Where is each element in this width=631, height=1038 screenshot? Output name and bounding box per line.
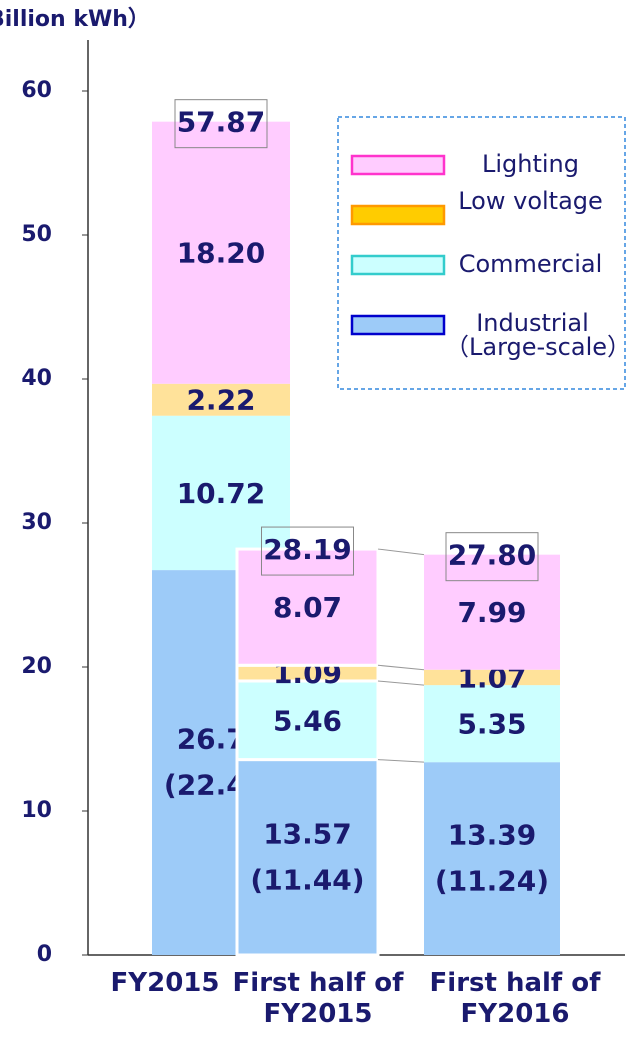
bar-segment <box>424 685 560 763</box>
value-label: 5.35 <box>457 708 526 741</box>
value-label: 18.20 <box>177 237 266 270</box>
bar-segment <box>424 669 560 686</box>
total-label: 57.87 <box>177 106 266 139</box>
connector <box>377 548 425 556</box>
value-label: 8.07 <box>273 591 342 624</box>
legend-label: Low voltage <box>458 187 603 215</box>
value-label: 10.72 <box>177 477 266 510</box>
value-label: 7.99 <box>457 596 526 629</box>
total-box <box>261 526 354 576</box>
sub-label: (11.24) <box>435 865 549 898</box>
value-label: 13.57 <box>263 817 352 850</box>
legend-swatch <box>350 204 446 226</box>
y-axis-label: Billion kWh） <box>0 7 150 32</box>
value-label: 5.46 <box>273 704 342 737</box>
value-label: 2.22 <box>186 384 255 417</box>
value-label: 13.39 <box>448 819 537 852</box>
legend-label: Industrial（Large-scale） <box>445 309 631 361</box>
connector <box>377 664 425 671</box>
legend-swatch <box>350 314 446 336</box>
total-label: 27.80 <box>448 539 537 572</box>
legend-swatch <box>350 254 446 276</box>
x-tick-label: First half of FY2016 <box>429 968 601 1030</box>
legend-label: Commercial <box>458 250 603 278</box>
bar-segment <box>235 758 380 957</box>
y-tick-label: 50 <box>21 222 52 247</box>
connector <box>377 759 425 763</box>
y-tick-label: 0 <box>37 942 52 967</box>
total-label: 28.19 <box>263 533 352 566</box>
bar-segment <box>235 547 380 667</box>
legend-box <box>337 116 626 390</box>
x-tick-label: FY2015 <box>110 968 220 998</box>
bar-segment <box>235 679 380 762</box>
bar-segment <box>424 554 560 670</box>
bar-segment <box>152 383 290 416</box>
y-tick-label: 10 <box>21 798 52 823</box>
y-tick-label: 30 <box>21 510 52 535</box>
legend-swatch <box>350 154 446 176</box>
x-tick-label: First half of FY2015 <box>232 968 404 1030</box>
total-box <box>174 99 268 149</box>
bar-segment <box>152 415 290 571</box>
y-tick-label: 40 <box>21 366 52 391</box>
connector <box>377 680 425 686</box>
bar-segment <box>152 121 290 384</box>
legend-label: Lighting <box>481 150 579 178</box>
total-box <box>445 532 539 582</box>
y-tick-label: 20 <box>21 654 52 679</box>
y-tick-label: 60 <box>21 78 52 103</box>
sub-label: (11.44) <box>250 863 364 896</box>
bar-segment <box>424 762 560 955</box>
